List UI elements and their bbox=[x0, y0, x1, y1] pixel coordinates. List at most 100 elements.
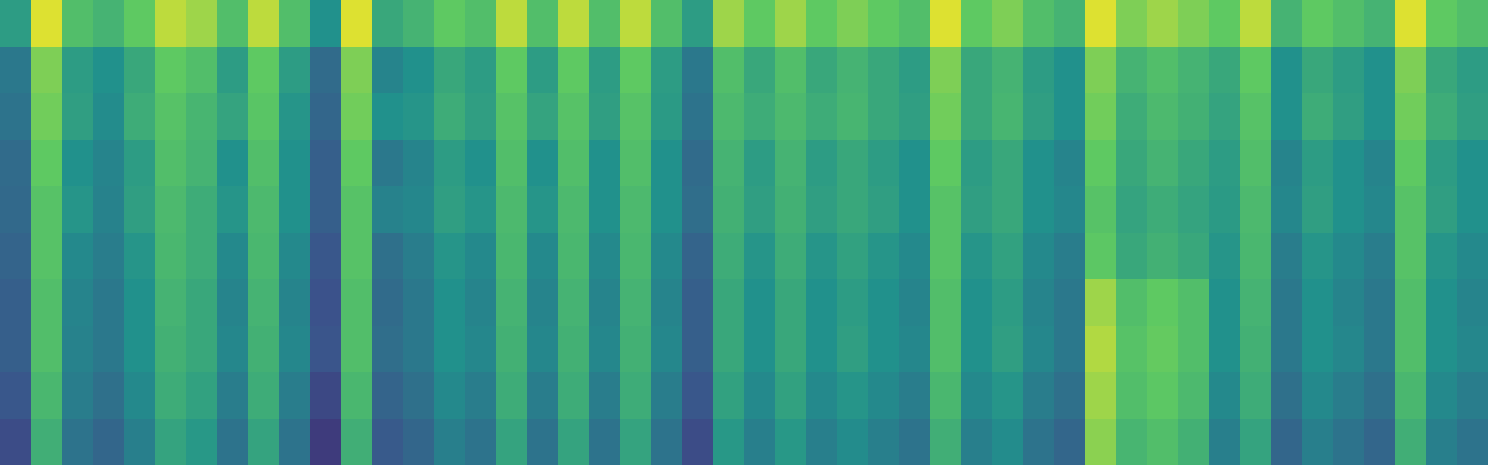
cell bbox=[527, 186, 559, 233]
cell bbox=[713, 93, 745, 140]
cell bbox=[713, 186, 745, 233]
cell bbox=[62, 419, 94, 465]
cell bbox=[1240, 372, 1272, 419]
cell bbox=[961, 419, 993, 465]
cell bbox=[1023, 93, 1055, 140]
cell bbox=[310, 186, 342, 233]
cell bbox=[806, 186, 838, 233]
cell bbox=[1023, 419, 1055, 465]
cell bbox=[992, 0, 1024, 47]
cell bbox=[31, 93, 63, 140]
cell bbox=[806, 372, 838, 419]
cell bbox=[775, 0, 807, 47]
cell bbox=[0, 93, 32, 140]
cell bbox=[186, 0, 218, 47]
cell bbox=[1426, 186, 1458, 233]
cell bbox=[930, 47, 962, 94]
cell bbox=[1364, 372, 1396, 419]
cell bbox=[620, 279, 652, 326]
cell bbox=[744, 186, 776, 233]
cell bbox=[1271, 47, 1303, 94]
cell bbox=[1085, 47, 1117, 94]
cell bbox=[403, 279, 435, 326]
cell bbox=[1240, 326, 1272, 373]
cell bbox=[372, 326, 404, 373]
cell bbox=[1271, 419, 1303, 465]
cell bbox=[434, 419, 466, 465]
cell bbox=[837, 233, 869, 280]
cell bbox=[806, 419, 838, 465]
cell bbox=[1085, 93, 1117, 140]
cell bbox=[837, 186, 869, 233]
cell bbox=[992, 47, 1024, 94]
cell bbox=[434, 93, 466, 140]
cell bbox=[1457, 372, 1488, 419]
cell bbox=[434, 0, 466, 47]
cell bbox=[155, 93, 187, 140]
cell bbox=[1302, 47, 1334, 94]
cell bbox=[1023, 279, 1055, 326]
cell bbox=[186, 47, 218, 94]
cell bbox=[930, 140, 962, 187]
cell bbox=[713, 419, 745, 465]
cell bbox=[620, 419, 652, 465]
cell bbox=[651, 372, 683, 419]
cell bbox=[31, 326, 63, 373]
cell bbox=[558, 233, 590, 280]
cell bbox=[651, 279, 683, 326]
cell bbox=[1240, 0, 1272, 47]
cell bbox=[279, 140, 311, 187]
cell bbox=[1395, 47, 1427, 94]
cell bbox=[1302, 233, 1334, 280]
cell bbox=[992, 326, 1024, 373]
cell bbox=[310, 326, 342, 373]
cell bbox=[713, 279, 745, 326]
cell bbox=[124, 326, 156, 373]
cell bbox=[1147, 233, 1179, 280]
cell bbox=[465, 279, 497, 326]
cells bbox=[0, 0, 1488, 465]
cell bbox=[465, 233, 497, 280]
cell bbox=[713, 0, 745, 47]
cell bbox=[1085, 419, 1117, 465]
cell bbox=[1333, 93, 1365, 140]
cell bbox=[186, 326, 218, 373]
cell bbox=[372, 419, 404, 465]
cell bbox=[1240, 233, 1272, 280]
cell bbox=[434, 372, 466, 419]
cell bbox=[341, 326, 373, 373]
cell bbox=[589, 372, 621, 419]
cell bbox=[1147, 140, 1179, 187]
cell bbox=[1209, 47, 1241, 94]
cell bbox=[1178, 140, 1210, 187]
cell bbox=[403, 0, 435, 47]
cell bbox=[744, 93, 776, 140]
cell bbox=[1240, 47, 1272, 94]
cell bbox=[837, 419, 869, 465]
cell bbox=[961, 186, 993, 233]
cell bbox=[62, 326, 94, 373]
cell bbox=[992, 233, 1024, 280]
cell bbox=[434, 279, 466, 326]
cell bbox=[744, 279, 776, 326]
cell bbox=[651, 47, 683, 94]
cell bbox=[1271, 279, 1303, 326]
cell bbox=[0, 186, 32, 233]
cell bbox=[713, 233, 745, 280]
cell bbox=[0, 47, 32, 94]
cell bbox=[1209, 372, 1241, 419]
cell bbox=[1178, 0, 1210, 47]
cell bbox=[899, 93, 931, 140]
cell bbox=[1116, 0, 1148, 47]
cell bbox=[31, 0, 63, 47]
cell bbox=[682, 419, 714, 465]
cell bbox=[682, 47, 714, 94]
cell bbox=[589, 93, 621, 140]
cell bbox=[93, 0, 125, 47]
cell bbox=[465, 93, 497, 140]
cell bbox=[248, 326, 280, 373]
cell bbox=[372, 186, 404, 233]
cell bbox=[1147, 93, 1179, 140]
cell bbox=[465, 326, 497, 373]
cell bbox=[372, 47, 404, 94]
